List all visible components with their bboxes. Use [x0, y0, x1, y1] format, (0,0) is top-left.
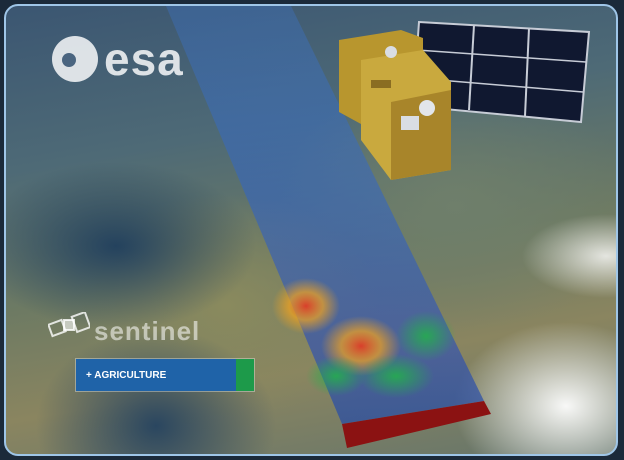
agriculture-tag-label: + AGRICULTURE [86, 369, 167, 381]
esa-logo-icon [52, 36, 98, 82]
sentinel-satellite-icon [48, 312, 90, 338]
esa-logo-text: esa [104, 33, 184, 85]
esa-logo: esa [52, 36, 184, 82]
sentinel-wordmark: sentinel [94, 316, 201, 346]
imaging-swath [166, 6, 491, 448]
satellite-illustration [339, 20, 591, 180]
vegetation-patch [358, 354, 434, 398]
vegetation-patch [396, 311, 456, 361]
scene-frame: esa sentinel + AGRICULTURE [4, 4, 618, 456]
vegetation-patch [306, 356, 366, 396]
agriculture-tag-accent [236, 359, 254, 391]
ground-footprint [342, 401, 491, 448]
agriculture-tag-label-box: + AGRICULTURE [76, 359, 236, 391]
agriculture-tag: + AGRICULTURE [76, 359, 254, 391]
hotspot [272, 278, 340, 334]
